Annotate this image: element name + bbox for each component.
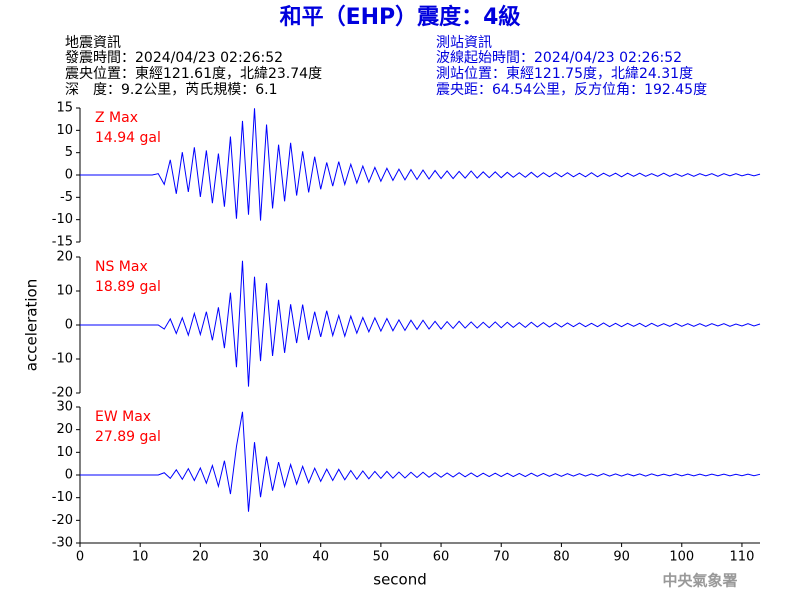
x-tick-label: 60 (433, 550, 450, 565)
y-tick-label: -30 (52, 536, 73, 551)
x-tick-label: 90 (613, 550, 630, 565)
y-tick-label: 0 (65, 168, 73, 183)
max-label: EW Max (95, 409, 151, 425)
y-tick-label: 10 (56, 445, 73, 460)
x-tick-label: 30 (252, 550, 269, 565)
y-tick-label: 5 (65, 145, 73, 160)
max-label: Z Max (95, 110, 138, 126)
waveform (80, 411, 761, 512)
x-tick-label: 10 (132, 550, 149, 565)
info-right: 波線起始時間：2024/04/23 02:26:52 (436, 50, 682, 66)
info-left: 發震時間：2024/04/23 02:26:52 (65, 50, 283, 66)
x-tick-label: 0 (76, 550, 84, 565)
y-tick-label: 15 (56, 101, 73, 116)
y-tick-label: 10 (56, 123, 73, 138)
waveform (80, 108, 761, 221)
y-tick-label: -10 (52, 212, 73, 227)
info-right: 測站資訊 (436, 35, 492, 51)
y-tick-label: 0 (65, 318, 73, 333)
max-label: NS Max (95, 259, 148, 275)
waveform (80, 260, 761, 387)
y-tick-label: 20 (56, 422, 73, 437)
x-tick-label: 100 (669, 550, 694, 565)
max-value: 27.89 gal (95, 429, 161, 445)
y-tick-label: -20 (52, 513, 73, 528)
x-tick-label: 80 (553, 550, 570, 565)
x-axis-label: second (373, 571, 427, 589)
max-value: 14.94 gal (95, 130, 161, 146)
x-tick-label: 110 (730, 550, 755, 565)
max-value: 18.89 gal (95, 279, 161, 295)
title: 和平（EHP）震度：4級 (280, 4, 521, 30)
y-tick-label: 20 (56, 250, 73, 265)
y-tick-label: 0 (65, 468, 73, 483)
x-tick-label: 20 (192, 550, 209, 565)
info-right: 震央距：64.54公里，反方位角：192.45度 (436, 82, 707, 98)
y-axis-label: acceleration (23, 279, 41, 371)
y-tick-label: -15 (52, 235, 73, 250)
y-tick-label: -10 (52, 490, 73, 505)
y-tick-label: 10 (56, 284, 73, 299)
x-tick-label: 50 (373, 550, 390, 565)
x-tick-label: 40 (312, 550, 329, 565)
info-left: 地震資訊 (65, 35, 121, 51)
info-left: 震央位置：東經121.61度，北緯23.74度 (65, 66, 322, 82)
info-right: 測站位置：東經121.75度，北緯24.31度 (436, 66, 693, 82)
y-tick-label: 30 (56, 400, 73, 415)
y-tick-label: -10 (52, 352, 73, 367)
y-tick-label: -20 (52, 386, 73, 401)
x-tick-label: 70 (493, 550, 510, 565)
info-left: 深 度：9.2公里，芮氏規模：6.1 (65, 81, 278, 98)
y-tick-label: -5 (60, 190, 73, 205)
credit: 中央氣象署 (662, 572, 737, 590)
